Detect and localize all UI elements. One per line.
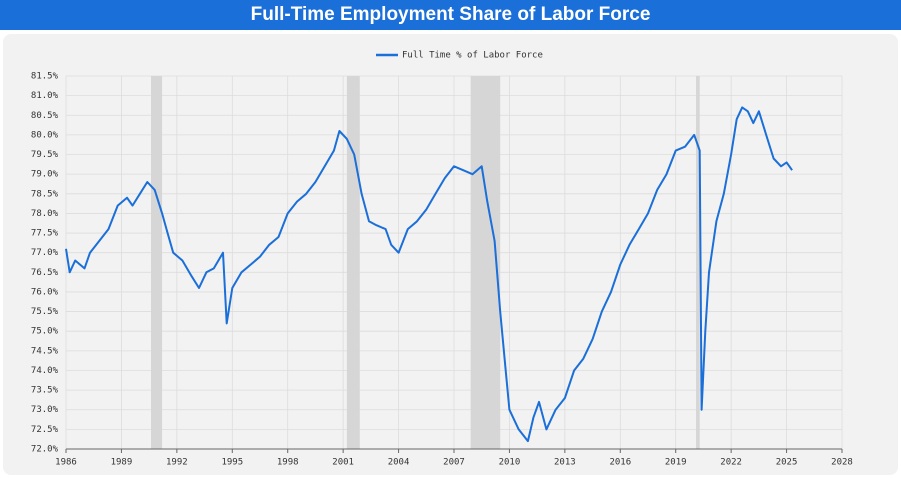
recession-band	[150, 76, 163, 449]
y-tick-label: 75.0%	[31, 327, 59, 337]
y-tick-label: 81.5%	[31, 72, 59, 82]
recession-band	[346, 76, 360, 449]
y-tick-label: 75.5%	[31, 307, 59, 317]
y-tick-label: 72.5%	[31, 425, 59, 435]
y-tick-label: 74.0%	[31, 366, 59, 376]
legend-label: Full Time % of Labor Force	[402, 51, 543, 61]
recession-band	[696, 76, 700, 449]
x-tick-label: 2010	[499, 458, 521, 468]
y-tick-label: 81.0%	[31, 91, 59, 101]
x-tick-label: 1986	[55, 458, 77, 468]
y-tick-label: 76.5%	[31, 268, 59, 278]
y-tick-label: 77.0%	[31, 248, 59, 258]
y-tick-label: 76.0%	[31, 287, 59, 297]
x-tick-label: 2013	[554, 458, 576, 468]
y-tick-label: 78.5%	[31, 189, 59, 199]
x-tick-label: 1989	[111, 458, 133, 468]
y-tick-label: 73.5%	[31, 386, 59, 396]
y-tick-label: 80.0%	[31, 130, 59, 140]
x-tick-label: 1992	[166, 458, 188, 468]
x-tick-label: 2004	[388, 458, 410, 468]
y-tick-label: 73.0%	[31, 405, 59, 415]
y-tick-label: 79.0%	[31, 170, 59, 180]
x-tick-label: 2007	[443, 458, 465, 468]
x-tick-label: 2016	[609, 458, 631, 468]
data-line	[65, 106, 793, 443]
y-tick-label: 77.5%	[31, 229, 59, 239]
x-tick-label: 2001	[332, 458, 354, 468]
y-tick-label: 78.0%	[31, 209, 59, 219]
x-tick-label: 2022	[720, 458, 742, 468]
recession-band	[470, 76, 501, 449]
x-tick-label: 2019	[665, 458, 687, 468]
x-tick-label: 1995	[221, 458, 243, 468]
y-tick-label: 80.5%	[31, 111, 59, 121]
y-tick-label: 79.5%	[31, 150, 59, 160]
y-tick-label: 72.0%	[31, 445, 59, 455]
x-tick-label: 2028	[831, 458, 853, 468]
y-tick-label: 74.5%	[31, 346, 59, 356]
x-tick-label: 2025	[776, 458, 798, 468]
x-tick-label: 1998	[277, 458, 299, 468]
chart-title: Full-Time Employment Share of Labor Forc…	[0, 0, 901, 30]
